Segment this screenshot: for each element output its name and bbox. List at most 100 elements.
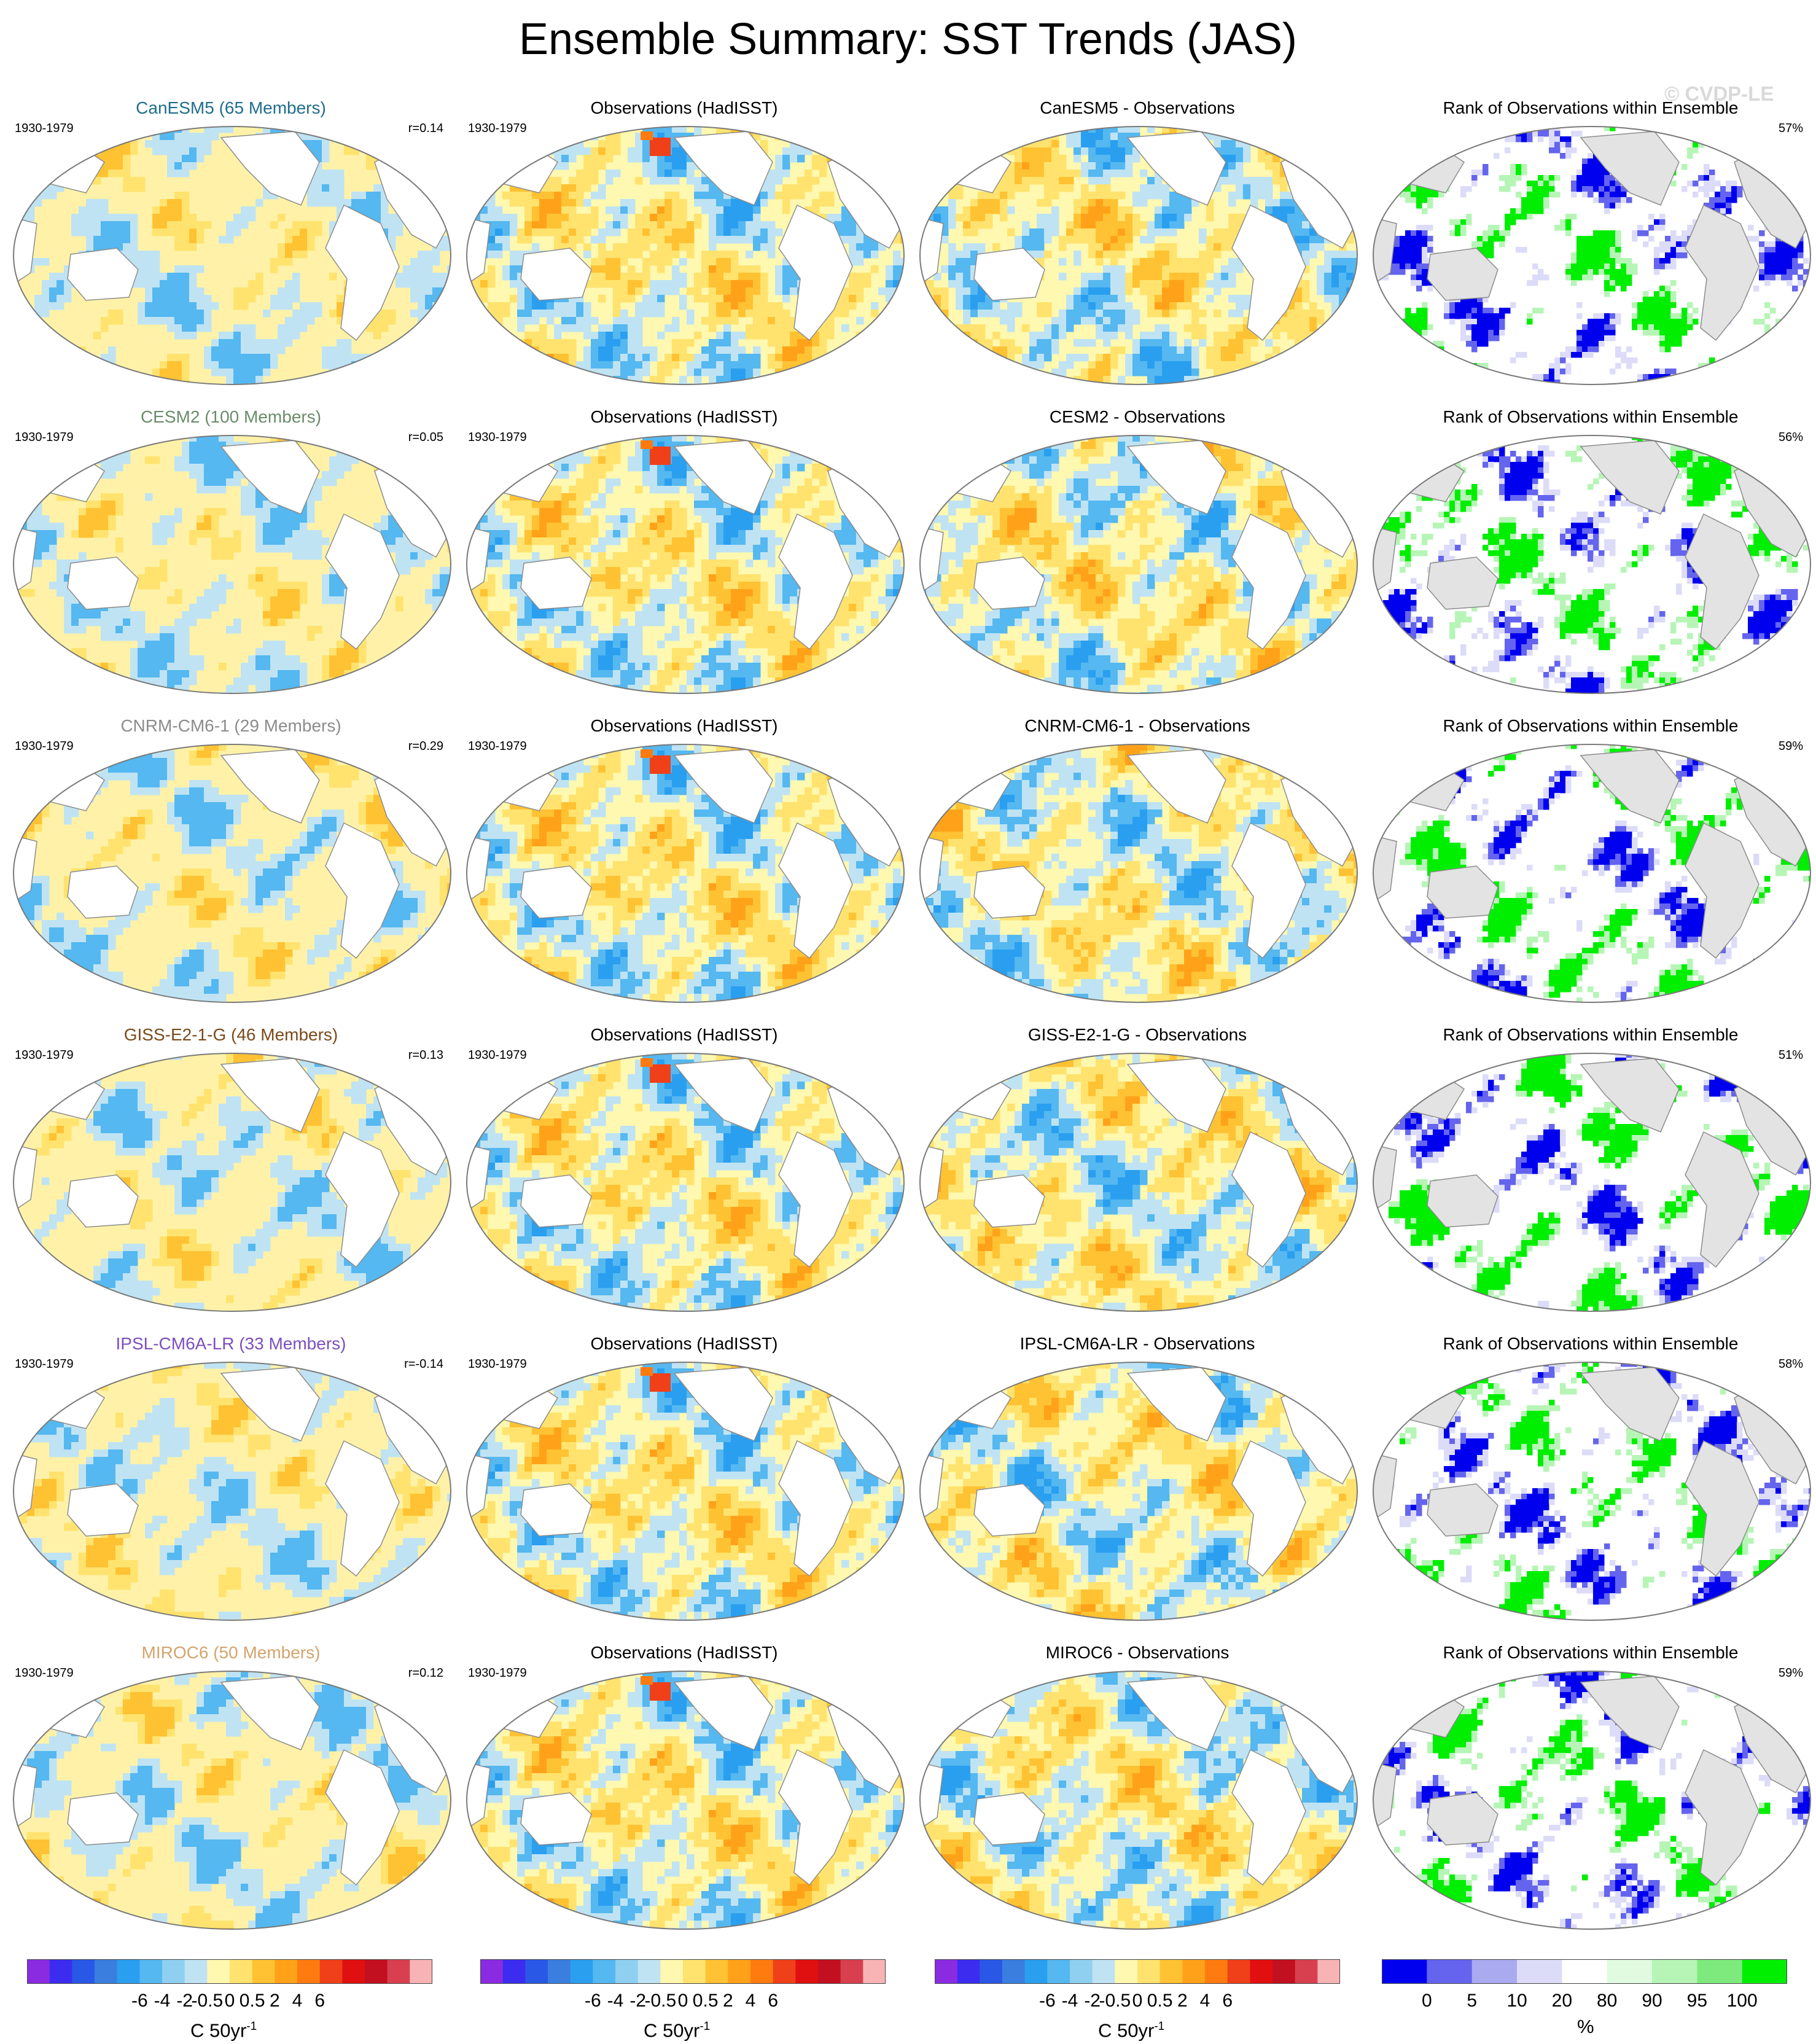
diff-panel: GISS-E2-1-G - Observations [910, 1019, 1365, 1328]
model-panel: GISS-E2-1-G (46 Members) 1930-1979 r=0.13 [4, 1019, 458, 1328]
colorbar-swatch [1227, 1959, 1250, 1984]
colorbar-tick: 6 [1222, 1990, 1233, 2012]
rank-panel: Rank of Observations within Ensemble 59% [1363, 1637, 1816, 1946]
panel-title: Rank of Observations within Ensemble [1363, 715, 1816, 737]
period-label: 1930-1979 [468, 1047, 527, 1063]
colorbar-swatch [1002, 1959, 1026, 1984]
colorbar-obs-swatches [480, 1959, 886, 1984]
globe-map [1373, 744, 1811, 1003]
panel-row: CESM2 (100 Members) 1930-1979 r=0.05 Observ… [0, 401, 1816, 711]
colorbar-swatch [275, 1959, 298, 1984]
panel-title: MIROC6 - Observations [910, 1642, 1365, 1664]
colorbar-swatch [1272, 1959, 1296, 1984]
globe-map [1373, 435, 1811, 694]
panel-row: IPSL-CM6A-LR (33 Members) 1930-1979 r=-0.1… [0, 1328, 1816, 1637]
colorbar-tick: -0.5 [644, 1990, 676, 2012]
colorbar-swatch [705, 1959, 728, 1984]
diff-panel: MIROC6 - Observations [910, 1637, 1365, 1946]
globe-map [13, 435, 451, 694]
colorbar-swatch [570, 1959, 593, 1984]
rank-percent: 59% [1779, 738, 1803, 754]
colorbar-tick: 4 [746, 1990, 756, 2012]
colorbar-swatch [27, 1959, 50, 1984]
panel-title: CESM2 (100 Members) [4, 406, 458, 428]
model-panel: IPSL-CM6A-LR (33 Members) 1930-1979 r=-0.1… [4, 1328, 458, 1637]
globe-map [13, 1362, 451, 1621]
globe-map [919, 1362, 1358, 1621]
colorbar-swatch [1070, 1959, 1093, 1984]
panel-title: Rank of Observations within Ensemble [1363, 97, 1816, 119]
colorbar-tick: 0.5 [240, 1990, 265, 2012]
colorbar-swatch [1205, 1959, 1228, 1984]
period-label: 1930-1979 [15, 1047, 74, 1063]
period-label: 1930-1979 [468, 1356, 527, 1372]
colorbar-tick: 0.5 [1147, 1990, 1173, 2012]
watermark: © CVDP-LE [1664, 82, 1774, 106]
period-label: 1930-1979 [468, 120, 527, 136]
colorbar-tick: 90 [1642, 1990, 1662, 2012]
pattern-correlation: r=0.13 [408, 1047, 443, 1063]
obs-panel: Observations (HadISST) 1930-1979 [457, 92, 911, 402]
colorbar-swatch [1382, 1959, 1427, 1984]
rank-panel: Rank of Observations within Ensemble 59% [1363, 710, 1816, 1020]
globe-map [13, 1053, 451, 1312]
globe-map [919, 126, 1358, 385]
colorbar-swatch [957, 1959, 980, 1984]
globe-map [13, 126, 451, 385]
colorbar-diff-units: C 50yr-1 [1098, 2016, 1164, 2042]
colorbar-swatch [548, 1959, 571, 1984]
pattern-correlation: r=0.29 [408, 738, 443, 754]
panel-title: IPSL-CM6A-LR - Observations [910, 1333, 1365, 1355]
pattern-correlation: r=0.12 [408, 1665, 443, 1681]
globe-map [13, 1671, 451, 1930]
colorbar-swatch [1137, 1959, 1161, 1984]
pattern-correlation: r=-0.14 [404, 1356, 443, 1372]
colorbar-swatch [525, 1959, 548, 1984]
diff-panel: CanESM5 - Observations [910, 92, 1365, 402]
colorbar-swatch [95, 1959, 118, 1984]
colorbar-tick: 100 [1727, 1990, 1758, 2012]
colorbar-tick: 10 [1506, 1990, 1527, 2012]
colorbar-swatch [1742, 1959, 1788, 1984]
panel-title: Rank of Observations within Ensemble [1363, 406, 1816, 428]
panel-title: CNRM-CM6-1 (29 Members) [4, 715, 458, 737]
period-label: 1930-1979 [15, 120, 74, 136]
colorbar-tick: 80 [1597, 1990, 1617, 2012]
obs-panel: Observations (HadISST) 1930-1979 [457, 1019, 911, 1328]
globe-map [919, 435, 1358, 694]
colorbar-tick: -6 [1039, 1990, 1056, 2012]
colorbar-rank: 0 5 10 20 80 90 95 100 % [1382, 1959, 1788, 2039]
panel-title: CNRM-CM6-1 - Observations [910, 715, 1365, 737]
model-panel: CNRM-CM6-1 (29 Members) 1930-1979 r=0.29 [4, 710, 458, 1020]
panel-row: CanESM5 (65 Members) 1930-1979 r=0.14 Obser… [0, 92, 1816, 402]
colorbar-swatch [1652, 1959, 1697, 1984]
colorbar-tick: -4 [1062, 1990, 1078, 2012]
globe-map [1373, 1362, 1811, 1621]
panel-title: Rank of Observations within Ensemble [1363, 1642, 1816, 1664]
diff-panel: CNRM-CM6-1 - Observations [910, 710, 1365, 1020]
colorbar-swatch [863, 1959, 886, 1984]
colorbar-tick: 4 [1200, 1990, 1210, 2012]
panel-title: GISS-E2-1-G (46 Members) [4, 1024, 458, 1046]
panel-title: Rank of Observations within Ensemble [1363, 1024, 1816, 1046]
panel-title: Observations (HadISST) [457, 715, 911, 737]
globe-map [466, 435, 905, 694]
rank-panel: Rank of Observations within Ensemble 58% [1363, 1328, 1816, 1637]
panel-row: CNRM-CM6-1 (29 Members) 1930-1979 r=0.29 Ob… [0, 710, 1816, 1020]
globe-map [466, 744, 905, 1003]
colorbar-obs: -6 -4 -2 -0.5 0 0.5 2 4 6 C 50yr-1 [480, 1959, 886, 2041]
panel-title: CanESM5 (65 Members) [4, 97, 458, 119]
obs-panel: Observations (HadISST) 1930-1979 [457, 1328, 911, 1637]
globe-map [466, 126, 905, 385]
colorbar-tick: -4 [154, 1990, 171, 2012]
rank-panel: Rank of Observations within Ensemble 56% [1363, 401, 1816, 711]
colorbar-swatch [319, 1959, 343, 1984]
colorbar-swatch [207, 1959, 230, 1984]
globe-map [466, 1053, 905, 1312]
colorbar-swatch [840, 1959, 863, 1984]
panel-title: Observations (HadISST) [457, 1333, 911, 1355]
model-panel: CESM2 (100 Members) 1930-1979 r=0.05 [4, 401, 458, 711]
colorbar-tick: 2 [1177, 1990, 1188, 2012]
rank-percent: 58% [1779, 1356, 1803, 1372]
colorbar-swatch [1562, 1959, 1608, 1984]
